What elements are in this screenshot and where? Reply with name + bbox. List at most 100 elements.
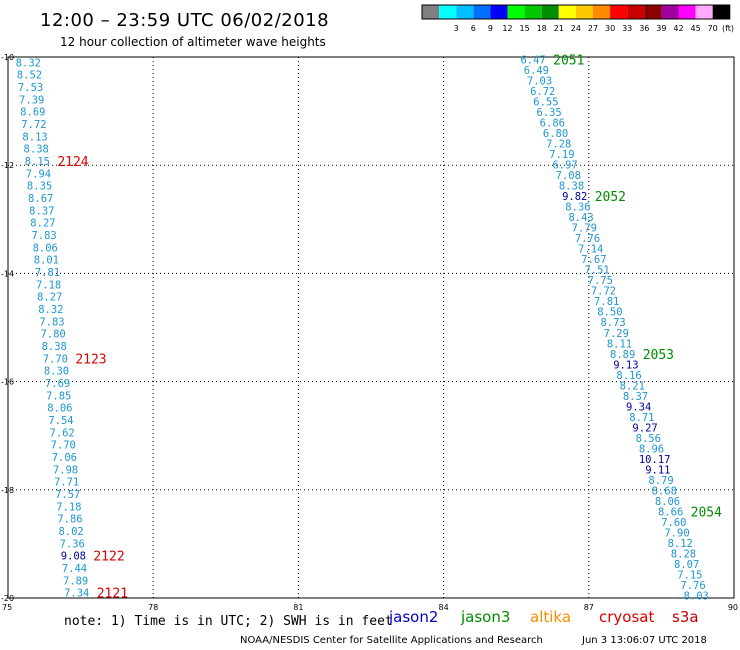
wave-height-value: 7.57 <box>55 489 80 501</box>
wave-height-value: 8.38 <box>42 341 67 353</box>
wave-height-value: 8.16 <box>616 370 641 382</box>
lon-tick-label: 84 <box>439 603 449 612</box>
wave-height-value: 7.44 <box>62 563 87 575</box>
lat-tick-label: -14 <box>1 269 14 278</box>
wave-height-value: 7.70 <box>43 353 68 365</box>
legend-s3a: s3a <box>672 608 699 626</box>
page-subtitle: 12 hour collection of altimeter wave hei… <box>60 35 326 49</box>
scale-unit-label: (ft) <box>722 24 734 33</box>
scale-swatch <box>661 5 679 19</box>
pass-number-label: 2051 <box>553 54 584 69</box>
wave-height-value: 8.06 <box>655 496 680 508</box>
scale-label: 42 <box>673 24 683 33</box>
wave-height-value: 8.32 <box>38 304 63 316</box>
scale-label: 15 <box>520 24 530 33</box>
pass-number-label: 2122 <box>93 550 124 565</box>
wave-height-value: 6.72 <box>530 86 555 98</box>
scale-swatch <box>473 5 491 19</box>
wave-height-value: 7.19 <box>549 149 574 161</box>
scale-label: 36 <box>639 24 649 33</box>
wave-height-value: 8.52 <box>17 70 42 82</box>
wave-height-value: 7.70 <box>51 440 76 452</box>
wave-height-value: 8.01 <box>34 255 59 267</box>
wave-height-value: 7.71 <box>54 477 79 489</box>
wave-height-value: 8.67 <box>28 193 53 205</box>
wave-height-value: 8.21 <box>620 380 645 392</box>
wave-height-value: 6.49 <box>524 65 549 77</box>
wave-height-value: 8.56 <box>636 433 661 445</box>
wave-height-value: 6.86 <box>540 118 565 130</box>
scale-label: 24 <box>571 24 581 33</box>
wave-height-value: 6.55 <box>533 97 558 109</box>
wave-height-value: 7.83 <box>39 316 64 328</box>
wave-height-value: 7.18 <box>56 501 81 513</box>
wave-height-value: 8.03 <box>684 590 709 602</box>
scale-label: 30 <box>605 24 615 33</box>
scale-swatch <box>627 5 645 19</box>
wave-height-value: 8.50 <box>597 307 622 319</box>
map-frame <box>7 56 735 599</box>
wave-height-value: 7.06 <box>52 452 77 464</box>
wave-height-value: 7.36 <box>60 538 85 550</box>
wave-height-value: 7.28 <box>546 139 571 151</box>
wave-height-value: 7.76 <box>680 580 705 592</box>
lon-tick-label: 81 <box>293 603 303 612</box>
scale-swatch <box>644 5 662 19</box>
wave-height-value: 8.36 <box>565 202 590 214</box>
scale-frame <box>421 4 731 20</box>
wave-height-value: 8.69 <box>20 107 45 119</box>
wave-height-value: 7.53 <box>18 82 43 94</box>
scale-label: 12 <box>502 24 512 33</box>
wave-height-value: 8.27 <box>37 292 62 304</box>
wave-height-value: 9.13 <box>613 359 638 371</box>
footer-timestamp: Jun 3 13:06:07 UTC 2018 <box>581 635 707 646</box>
scale-label: 45 <box>691 24 701 33</box>
scale-swatch <box>695 5 713 19</box>
wave-height-value: 7.86 <box>57 514 82 526</box>
wave-height-value: 8.06 <box>47 403 72 415</box>
wave-height-value: 6.80 <box>543 128 568 140</box>
wave-height-value: 7.54 <box>48 415 73 427</box>
wave-height-value: 7.67 <box>581 254 606 266</box>
scale-label: 6 <box>471 24 476 33</box>
wave-height-value: 7.81 <box>594 296 619 308</box>
scale-label: 3 <box>454 24 459 33</box>
scale-swatch <box>439 5 457 19</box>
wave-height-value: 8.15 <box>25 156 50 168</box>
lon-tick-label: 90 <box>728 603 738 612</box>
wave-height-value: 7.60 <box>661 517 686 529</box>
wave-height-value: 8.06 <box>33 242 58 254</box>
wave-height-value: 8.68 <box>652 485 677 497</box>
scale-swatch <box>610 5 628 19</box>
wave-height-value: 8.30 <box>44 366 69 378</box>
wave-height-value: 8.73 <box>600 317 625 329</box>
wave-height-value: 8.37 <box>29 205 54 217</box>
pass-number-label: 2054 <box>691 505 722 520</box>
wave-height-value: 7.81 <box>35 267 60 279</box>
lon-tick-label: 78 <box>148 603 158 612</box>
wave-height-value: 8.35 <box>27 181 52 193</box>
wave-height-value: 7.83 <box>31 230 56 242</box>
scale-label: 27 <box>588 24 598 33</box>
wave-height-value: 7.94 <box>26 168 51 180</box>
wave-height-value: 8.66 <box>658 506 683 518</box>
legend-jason2: jason2 <box>388 608 438 626</box>
wave-height-value: 7.89 <box>63 575 88 587</box>
wave-height-value: 9.08 <box>61 551 86 563</box>
wave-height-value: 7.51 <box>584 265 609 277</box>
wave-height-value: 7.15 <box>677 569 702 581</box>
scale-swatch <box>507 5 525 19</box>
pass-number-label: 2121 <box>97 587 128 602</box>
wave-height-value: 7.14 <box>578 244 603 256</box>
wave-height-value: 7.39 <box>19 94 44 106</box>
wave-height-value: 8.38 <box>559 181 584 193</box>
wave-height-value: 7.76 <box>575 233 600 245</box>
legend-altika: altika <box>530 608 571 626</box>
scale-label: 21 <box>554 24 564 33</box>
wave-height-value: 8.28 <box>671 548 696 560</box>
wave-height-value: 6.35 <box>536 107 561 119</box>
wave-height-value: 9.34 <box>626 401 651 413</box>
wave-height-value: 8.96 <box>639 443 664 455</box>
pass-number-label: 2124 <box>57 155 88 170</box>
wave-height-value: 9.27 <box>632 422 657 434</box>
